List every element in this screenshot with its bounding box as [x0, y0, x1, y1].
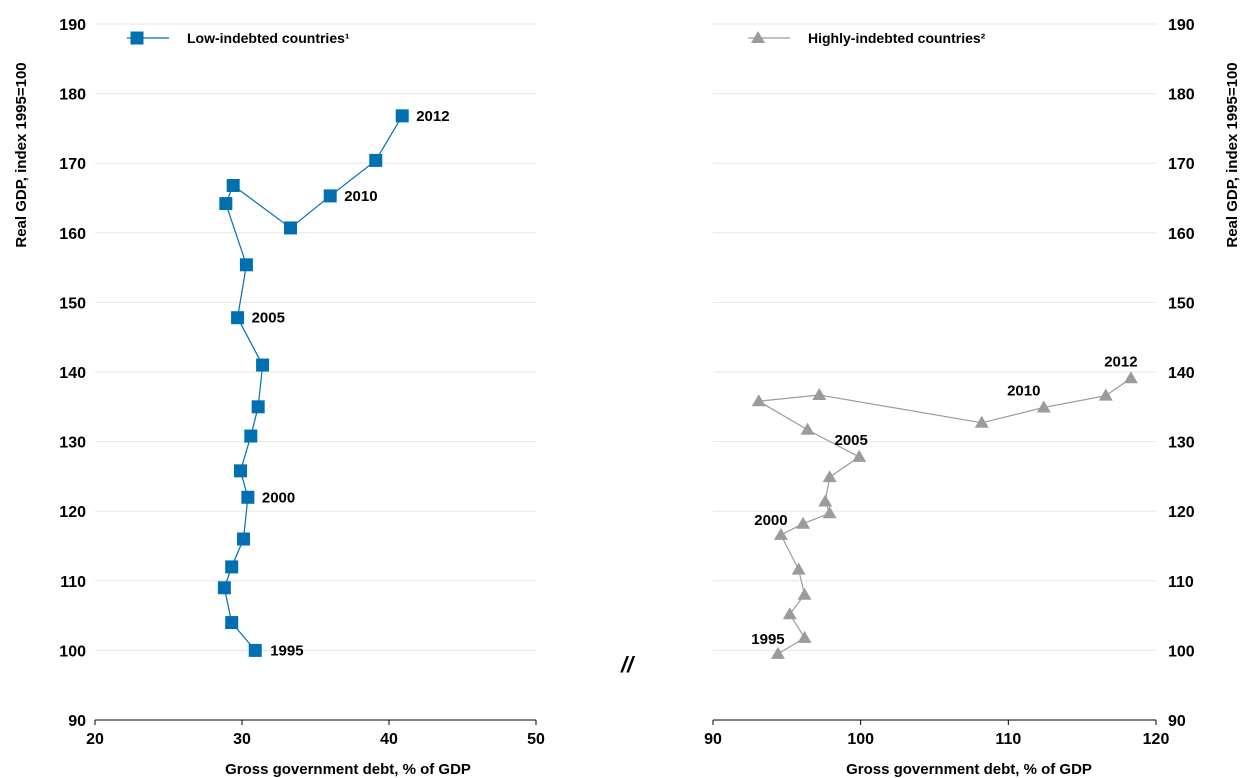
y-axis-label-right: Real GDP, index 1995=100: [1224, 62, 1241, 247]
data-point-marker: [1098, 388, 1113, 401]
data-point-marker: [225, 616, 239, 630]
data-point-marker: [236, 532, 250, 546]
data-point-marker: [251, 400, 265, 414]
year-annotation: 2012: [1104, 353, 1137, 370]
year-annotation: 2010: [1007, 382, 1040, 399]
data-point-marker: [822, 470, 837, 483]
y-tick-label: 180: [59, 87, 86, 104]
gridlines: [95, 23, 1156, 651]
legend-label: Highly-indebted countries²: [808, 30, 986, 46]
x-axis-label-right: Gross government debt, % of GDP: [846, 761, 1092, 778]
x-tick-label: 40: [380, 731, 398, 748]
data-point-marker: [818, 494, 833, 507]
data-point-marker: [796, 516, 811, 529]
y-tick-label: 140: [1168, 365, 1195, 382]
data-point-marker: [219, 197, 233, 211]
year-annotation: 2005: [835, 432, 868, 449]
data-point-marker: [1036, 400, 1051, 413]
data-point-marker: [797, 587, 812, 600]
legend-marker: [130, 31, 144, 45]
data-point-marker: [239, 258, 253, 272]
y-tick-label: 120: [1168, 504, 1195, 521]
series-line: [756, 377, 1132, 655]
y-tick-label: 110: [60, 574, 86, 591]
y-tick-label: 170: [59, 156, 86, 173]
x-tick-label: 120: [1143, 731, 1170, 748]
y-tick-label: 90: [68, 713, 86, 730]
y-tick-label: 90: [1168, 713, 1186, 730]
data-point-marker: [248, 643, 262, 657]
x-tick-label: 110: [995, 731, 1021, 748]
y-tick-label: 190: [59, 17, 86, 34]
axes: [94, 719, 1157, 725]
legend: Low-indebted countries¹ Highly-indebted c…: [127, 30, 986, 46]
data-point-marker: [225, 560, 239, 574]
data-point-marker: [241, 490, 255, 504]
y-tick-label: 150: [1168, 295, 1195, 312]
axis-break-symbol: //: [620, 652, 636, 677]
data-point-marker: [244, 429, 258, 443]
data-point-marker: [800, 422, 815, 435]
y-tick-label: 150: [59, 295, 86, 312]
y-tick-label: 190: [1168, 17, 1195, 34]
legend-marker: [751, 31, 765, 43]
y-tick-label: 100: [1168, 643, 1195, 660]
data-point-marker: [773, 527, 788, 540]
x-tick-label: 90: [704, 731, 722, 748]
data-point-marker: [284, 221, 298, 235]
legend-label: Low-indebted countries¹: [187, 30, 350, 46]
year-annotation: 2010: [344, 188, 377, 205]
x-axis-label-left: Gross government debt, % of GDP: [225, 761, 471, 778]
data-point-marker: [226, 178, 240, 192]
data-point-marker: [369, 153, 383, 167]
y-tick-label: 130: [1168, 435, 1195, 452]
data-point-marker: [852, 449, 867, 462]
y-axis-label-left: Real GDP, index 1995=100: [13, 62, 30, 247]
annotations: 1995 2000 2005 2010 2012 1995 2000 2005 2010 2012: [252, 108, 1138, 660]
data-point-marker: [256, 358, 270, 372]
y-tick-label: 130: [59, 435, 86, 452]
markers: [217, 109, 1138, 659]
data-point-marker: [231, 311, 245, 325]
y-tick-label: 140: [59, 365, 86, 382]
data-point-marker: [791, 562, 806, 575]
y-tick-label: 160: [1168, 226, 1195, 243]
data-point-marker: [797, 630, 812, 643]
year-annotation: 2000: [262, 489, 295, 506]
data-point-marker: [822, 506, 837, 519]
data-point-marker: [812, 387, 827, 400]
data-point-marker: [782, 607, 797, 620]
x-tick-label: 30: [233, 731, 251, 748]
y-tick-label: 100: [59, 643, 86, 660]
x-tick-label: 100: [847, 731, 874, 748]
data-point-marker: [751, 394, 766, 407]
tick-labels: 90 100 110 120 130 140 150 160 170 180 190 20 30 40 50…: [59, 17, 1195, 748]
year-annotation: 2005: [252, 310, 285, 327]
data-point-marker: [1123, 371, 1138, 384]
y-tick-label: 180: [1168, 87, 1195, 104]
data-point-marker: [217, 581, 231, 595]
x-tick-label: 20: [86, 731, 104, 748]
y-tick-label: 120: [59, 504, 86, 521]
year-annotation: 1995: [270, 642, 303, 659]
y-tick-label: 110: [1168, 574, 1194, 591]
year-annotation: 2012: [416, 108, 449, 125]
data-point-marker: [770, 646, 785, 659]
y-tick-label: 170: [1168, 156, 1195, 173]
data-point-marker: [395, 109, 409, 123]
data-point-marker: [234, 464, 248, 478]
data-point-marker: [974, 415, 989, 428]
x-tick-label: 50: [527, 731, 545, 748]
year-annotation: 2000: [754, 512, 787, 529]
y-tick-label: 160: [59, 226, 86, 243]
year-annotation: 1995: [751, 631, 784, 648]
data-point-marker: [323, 189, 337, 203]
